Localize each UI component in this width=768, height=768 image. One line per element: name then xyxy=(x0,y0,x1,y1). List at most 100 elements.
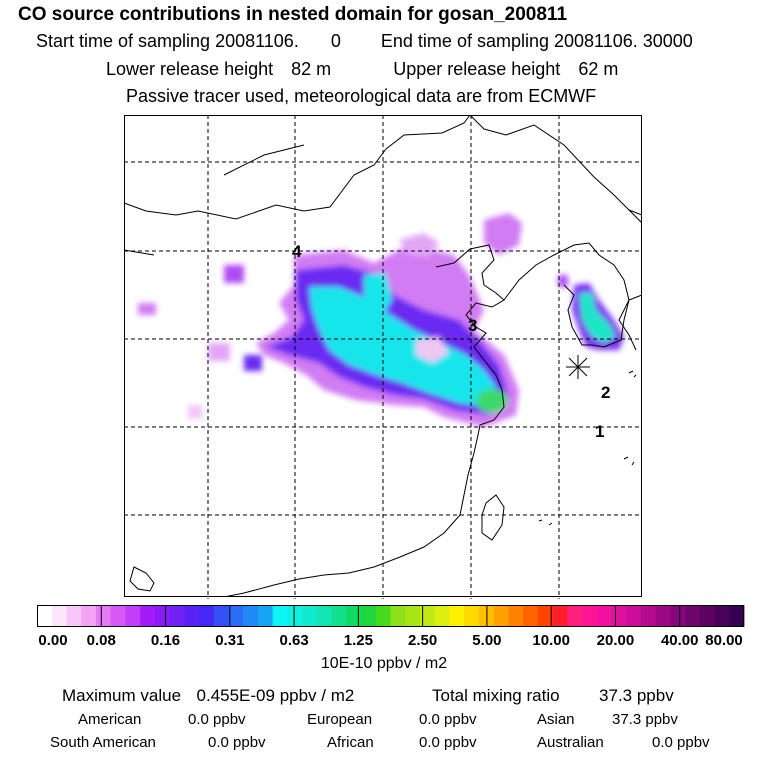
colorbar-frame xyxy=(37,605,744,627)
colorbar-cell xyxy=(346,605,362,627)
colorbar-cell xyxy=(581,605,598,627)
region-value-african: 0.0 ppbv xyxy=(419,734,477,751)
coast-manchuria xyxy=(469,115,642,224)
plume-northeast xyxy=(484,213,522,255)
coast-islands xyxy=(538,370,637,526)
region-value-european: 0.0 ppbv xyxy=(419,711,477,728)
region-name-australian: Australian xyxy=(537,734,604,751)
map-label-2: 2 xyxy=(601,383,610,402)
colorbar-tick-label: 0.16 xyxy=(150,632,181,649)
colorbar-cell xyxy=(154,605,170,627)
coast-border-inland xyxy=(124,144,305,256)
colorbar-cell xyxy=(655,605,671,627)
plume-korea-north xyxy=(558,275,568,287)
map-label-4: 4 xyxy=(292,242,302,261)
coast-north-border xyxy=(124,115,471,220)
colorbar-cell xyxy=(95,605,112,627)
colorbar-cell xyxy=(272,605,288,627)
tracer-note: Passive tracer used, meteorological data… xyxy=(126,86,597,106)
upper-height-value: 62 m xyxy=(578,59,619,79)
total-mixing-label: Total mixing ratio xyxy=(432,686,560,705)
colorbar-cell xyxy=(699,605,715,627)
colorbar-cell xyxy=(434,605,450,627)
colorbar-tick-label: 0.08 xyxy=(86,632,116,649)
colorbar-cell xyxy=(81,605,97,627)
colorbar-cell xyxy=(449,605,465,627)
sampling-times-line: Start time of sampling 20081106. 0 End t… xyxy=(36,31,693,52)
coast-bohai xyxy=(435,244,505,454)
colorbar-tick-label: 1.25 xyxy=(343,632,373,649)
plume-korea-core xyxy=(579,293,616,343)
figure-title: CO source contributions in nested domain… xyxy=(18,4,568,25)
colorbar-cell xyxy=(508,605,524,627)
colorbar-cell xyxy=(316,605,332,627)
region-value-south-american: 0.0 ppbv xyxy=(208,734,266,751)
colorbar-tick-label: 20.00 xyxy=(596,632,635,649)
plume-highlight xyxy=(416,337,449,363)
colorbar-cell xyxy=(567,605,583,627)
colorbar-cell xyxy=(37,605,53,627)
plume-west-2 xyxy=(138,303,156,315)
region-value-australian: 0.0 ppbv xyxy=(652,734,710,751)
colorbar-cell xyxy=(714,605,730,627)
plume-west-4 xyxy=(188,405,202,419)
colorbar-cell xyxy=(66,605,82,627)
colorbar-cells xyxy=(37,605,745,627)
colorbar-tick-label: 0.00 xyxy=(38,632,68,649)
region-name-european: European xyxy=(307,711,373,728)
plume-cyan xyxy=(309,287,496,407)
region-name-south-american: South American xyxy=(50,734,156,751)
colorbar-cell xyxy=(685,605,701,627)
release-heights-line: Lower release height 82 m Upper release … xyxy=(106,59,618,80)
region-name-african: African xyxy=(327,734,374,751)
colorbar-cell xyxy=(640,605,657,627)
maximum-value-line: Maximum value 0.455E-09 ppbv / m2 xyxy=(62,686,354,706)
colorbar-cell xyxy=(361,605,377,627)
colorbar-units: 10E-10 ppbv / m2 xyxy=(320,655,448,672)
colorbar-cell xyxy=(125,605,141,627)
upper-height-label: Upper release height xyxy=(393,59,561,79)
colorbar-cell xyxy=(213,605,229,627)
start-time-label: Start time of sampling 20081106. xyxy=(36,31,299,51)
start-time-value: 0 xyxy=(330,31,341,51)
region-name-asian: Asian xyxy=(537,711,575,728)
plume-hotspot xyxy=(476,389,508,413)
coast-hainan xyxy=(129,566,155,592)
plume-cyan-north xyxy=(364,273,392,320)
plume-layer xyxy=(138,213,624,427)
lat-lon-grid xyxy=(124,115,642,599)
concentration-map: 4 3 2 1 xyxy=(124,115,642,599)
colorbar-separators xyxy=(100,605,681,627)
region-value-asian: 37.3 ppbv xyxy=(612,711,678,728)
colorbar-cell xyxy=(537,605,553,627)
colorbar-cell xyxy=(257,605,274,627)
colorbar-cell xyxy=(523,605,539,627)
colorbar-cell xyxy=(169,605,185,627)
region-name-american: American xyxy=(78,711,142,728)
colorbar-tick-label: 5.00 xyxy=(472,632,502,649)
lower-height-label: Lower release height xyxy=(106,59,274,79)
coast-south-china xyxy=(221,452,475,597)
plume-west-1 xyxy=(224,265,244,283)
colorbar xyxy=(37,605,745,627)
colorbar-cell xyxy=(493,605,509,627)
colorbar-cell xyxy=(626,605,642,627)
colorbar-cell xyxy=(184,605,200,627)
colorbar-cell xyxy=(611,605,627,627)
end-time-label: End time of sampling 20081106. 30000 xyxy=(380,31,693,51)
total-mixing-line: Total mixing ratio 37.3 ppbv xyxy=(432,686,674,706)
total-mixing-value: 37.3 ppbv xyxy=(599,686,674,705)
colorbar-cell xyxy=(331,605,347,627)
asterisk-icon xyxy=(566,355,590,379)
colorbar-tick-label: 80.00 xyxy=(705,632,743,649)
colorbar-cell xyxy=(375,605,391,627)
colorbar-cell xyxy=(243,605,259,627)
colorbar-tick-label: 40.00 xyxy=(660,632,699,649)
colorbar-cell xyxy=(405,605,421,627)
colorbar-tick-label: 0.63 xyxy=(279,632,309,649)
lower-height-value: 82 m xyxy=(291,59,332,79)
plume-west-3 xyxy=(208,343,230,361)
coastlines xyxy=(124,115,642,597)
region-value-american: 0.0 ppbv xyxy=(188,711,246,728)
map-label-1: 1 xyxy=(595,422,604,441)
